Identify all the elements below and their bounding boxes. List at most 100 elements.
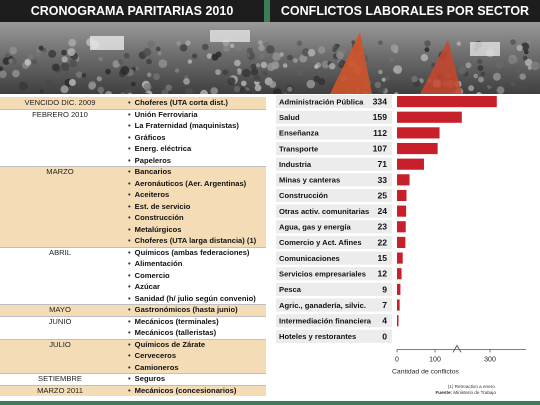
category-label: Minas y canteras <box>279 176 340 185</box>
category-label: Agua, gas y energía <box>279 223 352 232</box>
bar <box>397 158 424 170</box>
source-label: Fuente: <box>435 390 453 395</box>
category-label: Administración Pública <box>279 97 364 106</box>
category-label: Comercio y Act. Afines <box>279 238 362 247</box>
category-label-box <box>276 95 392 109</box>
bar <box>397 252 403 264</box>
category-label-box <box>276 267 392 281</box>
bar <box>397 111 462 123</box>
value-label: 33 <box>377 175 387 185</box>
timeline-union: Cerveceros <box>128 350 176 362</box>
bar <box>397 221 406 233</box>
timeline-row: SETIEMBRE Seguros <box>0 373 266 385</box>
category-label-box <box>276 188 392 203</box>
timeline-row: Mecánicos (talleristas) <box>0 327 266 339</box>
bar <box>397 299 400 311</box>
timeline-union: Azúcar <box>128 281 160 293</box>
timeline-union: Gastronómicos (hasta junio) <box>128 304 238 316</box>
timeline-month: ABRIL <box>49 247 71 257</box>
crowd-photo <box>0 22 540 94</box>
value-label: 0 <box>382 331 387 341</box>
timeline-union: Químicos (ambas federaciones) <box>128 247 250 259</box>
crowd-illustration <box>0 30 540 94</box>
x-tick-label: 0 <box>395 356 399 363</box>
category-label-box <box>276 298 392 312</box>
left-title: CRONOGRAMA PARITARIAS 2010 <box>0 0 264 22</box>
category-label-box <box>276 141 392 156</box>
bar <box>397 174 410 186</box>
value-label: 22 <box>377 237 387 247</box>
axis-break-mark <box>452 344 462 353</box>
timeline-month: JUNIO <box>48 316 72 326</box>
timeline-union: Choferes (UTA larga distancia) (1) <box>128 235 257 247</box>
header-accent <box>264 0 270 22</box>
timeline-row: Aceiteros <box>0 189 266 201</box>
category-label-box <box>276 329 392 343</box>
timeline-union: Alimentación <box>128 258 183 270</box>
category-label-box <box>276 110 392 124</box>
category-label-box <box>276 173 392 187</box>
timeline-row: FEBRERO 2010 Unión Ferroviaria <box>0 109 266 121</box>
category-label: Construcción <box>279 191 328 200</box>
timeline-union: Aceiteros <box>128 189 170 201</box>
bar <box>397 142 438 155</box>
timeline-union: Metalúrgicos <box>128 224 182 236</box>
value-label: 112 <box>373 128 387 138</box>
timeline-row: JULIO Químicos de Zárate <box>0 339 266 351</box>
category-label: Servicios empresariales <box>279 269 366 278</box>
category-label-box <box>276 314 392 328</box>
timeline-row: Azúcar <box>0 281 266 293</box>
bar <box>397 189 407 202</box>
timeline-union: Seguros <box>128 373 165 385</box>
category-label: Transporte <box>279 144 318 153</box>
timeline-month: SETIEMBRE <box>38 374 82 383</box>
timeline-row: MAYO Gastronómicos (hasta junio) <box>0 304 266 316</box>
timeline-union: Unión Ferroviaria <box>128 109 198 121</box>
timeline-union: Energ. eléctrica <box>128 143 192 155</box>
timeline-row: Comercio <box>0 270 266 282</box>
timeline-row: Camioneros <box>0 362 266 374</box>
x-tick-label: 100 <box>429 356 441 363</box>
value-label: 23 <box>377 222 387 232</box>
timeline-row: JUNIO Mecánicos (terminales) <box>0 316 266 328</box>
timeline-row: Est. de servicio <box>0 201 266 213</box>
timeline-month: MARZO <box>46 167 74 176</box>
timeline-union: Est. de servicio <box>128 201 191 213</box>
category-label: Enseñanza <box>279 129 319 138</box>
category-label: Otras activ. comunitarias <box>279 207 369 216</box>
value-label: 24 <box>377 206 387 216</box>
value-label: 7 <box>382 300 387 310</box>
value-label: 12 <box>377 269 387 279</box>
timeline-month: FEBRERO 2010 <box>32 109 88 119</box>
timeline-union: Gráficos <box>128 132 166 144</box>
source-value: Ministerio de Trabajo <box>453 390 496 395</box>
timeline-union: Mecánicos (terminales) <box>128 316 219 328</box>
category-label-box <box>276 157 392 171</box>
category-label-box <box>276 282 392 296</box>
category-label-box <box>276 235 392 249</box>
timeline-union: Mecánicos (talleristas) <box>128 327 216 339</box>
category-label: Industria <box>279 160 312 169</box>
value-label: 71 <box>377 159 387 169</box>
category-label: Agric., ganadería, silvic. <box>279 301 366 310</box>
category-label: Hoteles y restorantes <box>279 332 356 341</box>
timeline-row: Cerveceros <box>0 350 266 362</box>
timeline-union: Sanidad (h/ julio según convenio) <box>128 293 256 305</box>
timeline-month: JULIO <box>49 339 71 349</box>
category-label-box <box>276 251 392 265</box>
category-label-box <box>276 220 392 234</box>
category-label-box <box>276 126 392 140</box>
timeline-row: Gráficos <box>0 132 266 144</box>
timeline-union: Aeronáuticos (Aer. Argentinas) <box>128 178 247 190</box>
value-label: 15 <box>377 253 387 263</box>
timeline-row: MARZO Bancarios <box>0 166 266 178</box>
timeline-row: Sanidad (h/ julio según convenio) <box>0 293 266 305</box>
timeline-union: Mecánicos (concesionarios) <box>128 385 237 397</box>
timeline-month: VENCIDO DIC. 2009 <box>24 98 96 107</box>
bar <box>397 127 440 139</box>
timeline-row: Choferes (UTA larga distancia) (1) <box>0 235 266 247</box>
value-label: 25 <box>377 190 387 200</box>
timeline-union: Comercio <box>128 270 170 282</box>
category-label: Salud <box>279 113 300 122</box>
timeline-row: Alimentación <box>0 258 266 270</box>
